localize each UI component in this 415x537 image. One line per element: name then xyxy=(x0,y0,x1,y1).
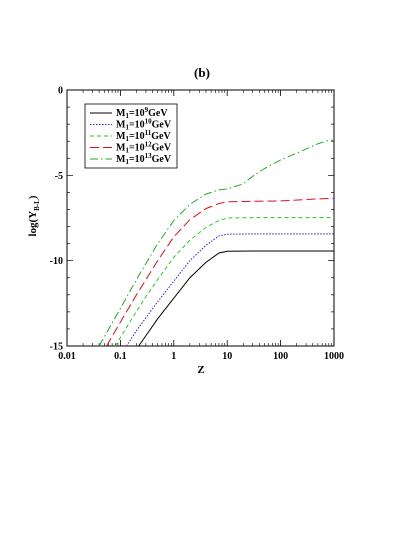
y-tick-label: 0 xyxy=(58,86,63,97)
series-curves xyxy=(98,139,335,347)
y-axis-label-sub: B-L xyxy=(33,199,41,211)
series-line-1 xyxy=(138,250,334,347)
chart-title: (b) xyxy=(194,65,210,80)
x-tick-label: 0.01 xyxy=(58,351,76,362)
legend-label-2: M1=1010GeV xyxy=(116,118,172,132)
x-axis-label: Z xyxy=(197,364,204,376)
x-tick-label: 10 xyxy=(222,351,232,362)
y-tick-label: -5 xyxy=(55,171,63,182)
x-tick-label: 1000 xyxy=(324,351,344,362)
axis-ticks xyxy=(66,89,335,347)
x-tick-label: 0.1 xyxy=(114,351,127,362)
y-axis-label: log(YB-L) xyxy=(27,195,41,236)
y-tick-label: -10 xyxy=(50,256,63,267)
x-tick-label: 100 xyxy=(273,351,288,362)
legend-label-5: M1=1013GeV xyxy=(116,152,172,166)
series-line-4 xyxy=(106,197,335,347)
y-axis-label-main: log(Y xyxy=(27,211,39,237)
x-tick-label: 1 xyxy=(171,351,176,362)
y-tick-label: -15 xyxy=(50,342,63,353)
x-tick-labels: 0.01 0.1 1 10 100 1000 xyxy=(58,351,344,362)
y-axis-label-end: ) xyxy=(27,195,39,199)
legend: M1=109GeVM1=1010GeVM1=1011GeVM1=1012GeVM… xyxy=(84,103,178,169)
series-line-3 xyxy=(114,217,334,347)
y-tick-labels: 0 -5 -10 -15 xyxy=(50,86,63,353)
legend-label-1: M1=109GeV xyxy=(116,106,168,120)
series-line-5 xyxy=(98,139,334,347)
legend-label-3: M1=1011GeV xyxy=(116,129,171,143)
legend-label-4: M1=1012GeV xyxy=(116,141,172,155)
series-line-2 xyxy=(126,233,334,347)
